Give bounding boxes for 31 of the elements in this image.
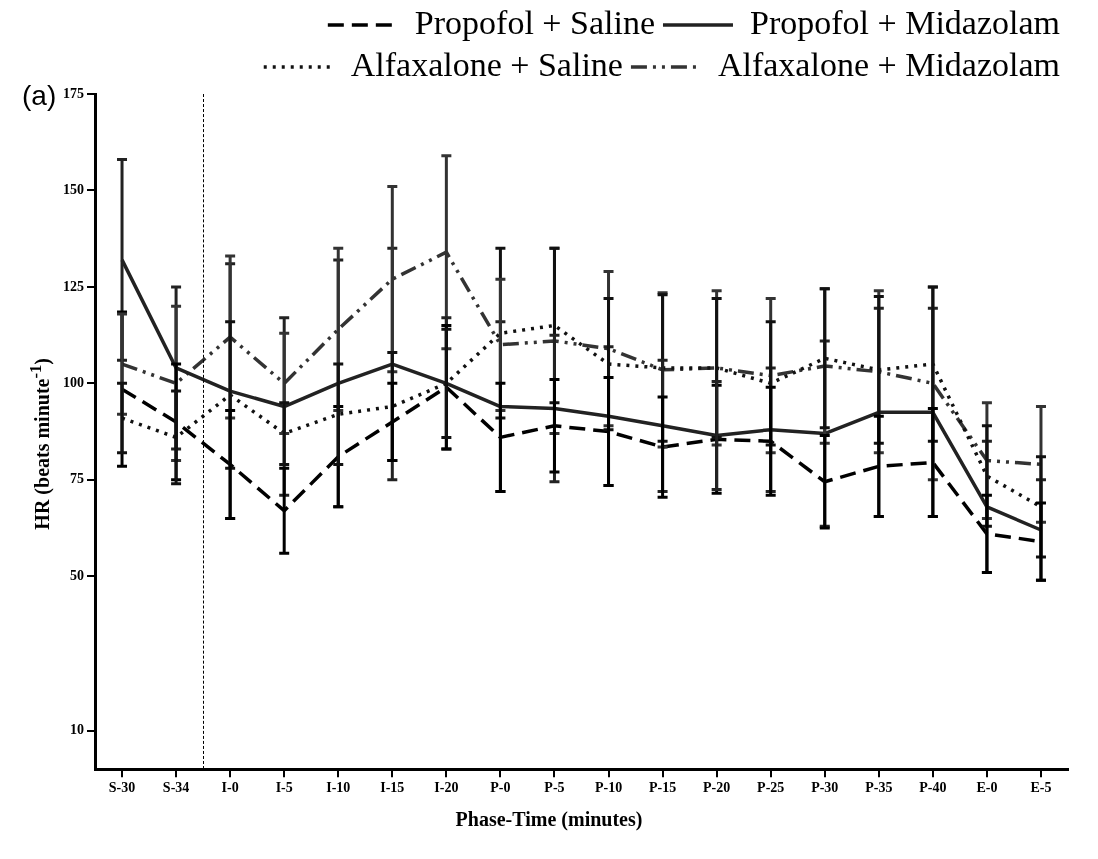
x-tick-label: P-30 [811, 780, 839, 796]
x-tick-label: I-10 [326, 780, 351, 796]
x-tick-label: I-0 [221, 780, 239, 796]
x-tick-label: S-30 [108, 780, 136, 796]
x-axis-title: Phase-Time (minutes) [454, 808, 644, 831]
x-tick-label: P-25 [757, 780, 785, 796]
x-tick-label: P-40 [919, 780, 947, 796]
x-tick-label: P-0 [490, 780, 511, 796]
legend-label: Alfaxalone + Saline [350, 45, 623, 83]
text: (a) [22, 80, 57, 112]
x-tick-label: I-5 [275, 780, 293, 796]
legend-label: Alfaxalone + Midazolam [717, 45, 1060, 83]
x-tick-label: S-34 [162, 780, 190, 796]
x-tick-label: I-15 [380, 780, 405, 796]
y-tick-label: 150 [63, 182, 84, 198]
legend-label: Propofol + Midazolam [749, 3, 1061, 41]
y-tick-label: 50 [70, 567, 84, 583]
x-tick-label: E-5 [1030, 780, 1052, 796]
y-tick-label: 75 [70, 471, 84, 487]
x-tick-label: I-20 [434, 780, 459, 796]
x-tick-label: P-15 [648, 780, 677, 796]
y-tick-label: 175 [63, 85, 84, 101]
y-tick-label: 125 [63, 278, 84, 294]
x-tick-label: P-35 [865, 780, 893, 796]
y-tick-label: 100 [63, 374, 84, 390]
y-tick-label: 10 [70, 722, 84, 738]
legend-label: Propofol + Saline [414, 3, 655, 41]
x-tick-label: P-5 [544, 780, 565, 796]
x-tick-label: P-10 [594, 780, 623, 796]
x-tick-label: E-0 [976, 780, 998, 796]
x-tick-label: P-20 [703, 780, 731, 796]
